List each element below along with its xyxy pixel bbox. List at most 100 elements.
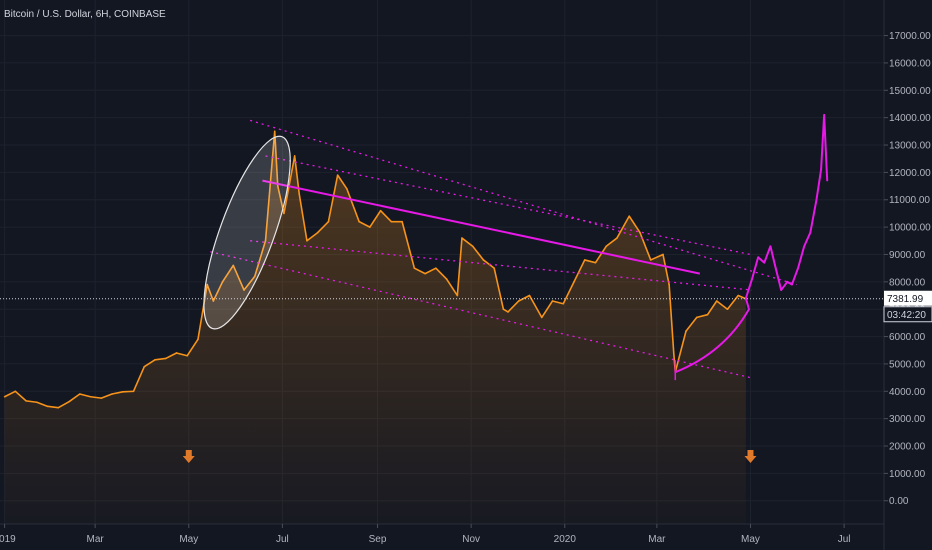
price-point [471, 245, 474, 248]
projection-point [763, 261, 766, 264]
y-tick-label: 17000.00 [889, 31, 931, 42]
projection-point [791, 283, 793, 286]
price-point [197, 338, 199, 341]
projection-point [803, 245, 805, 248]
y-tick-label: 6000.00 [889, 332, 926, 343]
x-tick-label: Sep [369, 534, 387, 545]
y-tick-label: 3000.00 [889, 414, 926, 425]
highlight-ellipse [203, 135, 291, 330]
price-point [424, 272, 426, 275]
channel-mid-line [265, 155, 751, 256]
x-tick-label: 2020 [554, 534, 577, 545]
wedge-shape [674, 297, 751, 374]
price-point [206, 283, 208, 286]
price-point [283, 212, 285, 215]
projection-point [820, 168, 822, 171]
price-point [293, 155, 296, 157]
price-point [649, 259, 652, 261]
price-point [100, 397, 103, 399]
price-point [25, 400, 27, 402]
price-point [695, 316, 698, 319]
price-point [456, 294, 459, 297]
price-point [413, 267, 416, 269]
last-price-label: 7381.99 [887, 294, 924, 305]
price-point [562, 302, 565, 305]
price-point [164, 357, 167, 360]
x-tick-label: Jul [276, 534, 289, 545]
y-tick-label: 2000.00 [889, 442, 926, 453]
price-area-fill [4, 131, 746, 524]
price-point [186, 354, 189, 357]
price-point [316, 231, 319, 234]
projection-point [823, 114, 825, 116]
price-point [221, 281, 224, 283]
time-axis[interactable]: 2019 Mar May Jul Sep Nov 2020 Mar May Jul [0, 524, 850, 545]
price-point [737, 294, 740, 297]
price-labels: 7381.99 03:42:20 [0, 290, 932, 323]
x-tick-label: Nov [462, 534, 480, 545]
countdown-badge [883, 306, 932, 323]
y-tick-label: 5000.00 [889, 359, 926, 370]
projection-point [769, 245, 772, 248]
price-point [79, 393, 81, 395]
price-point [435, 267, 437, 269]
price-point [306, 239, 308, 242]
channel-upper-line [249, 119, 797, 286]
price-point [154, 359, 156, 361]
y-tick-label: 13000.00 [889, 141, 931, 152]
price-point [68, 400, 70, 403]
y-tick-label: 9000.00 [889, 250, 926, 261]
price-axis-panel[interactable] [884, 0, 932, 550]
price-point [401, 220, 403, 223]
price-point [668, 283, 670, 286]
series-layer [3, 113, 829, 524]
price-point [517, 300, 520, 302]
price-point [662, 253, 664, 256]
price-point [461, 237, 463, 239]
price-point [685, 330, 687, 332]
price-point [243, 289, 245, 291]
price-point [276, 185, 279, 187]
down-arrow-icon [744, 449, 757, 463]
price-point [121, 391, 124, 393]
price-point [253, 275, 256, 278]
projection-point [780, 289, 782, 291]
price-point [57, 406, 60, 409]
price-point [346, 188, 348, 190]
price-point [551, 300, 554, 302]
price-point [445, 278, 448, 280]
price-point [482, 259, 485, 261]
y-tick-label: 15000.00 [889, 86, 931, 97]
price-point [336, 174, 339, 176]
price-point [232, 264, 235, 267]
projection-point [751, 278, 753, 280]
price-point [143, 365, 146, 368]
price-point [273, 130, 276, 133]
projection-point [757, 256, 759, 259]
price-point [89, 395, 92, 398]
y-tick-label: 10000.00 [889, 223, 931, 234]
countdown-label: 03:42:20 [887, 310, 926, 321]
price-point [715, 300, 718, 302]
y-tick-label: 16000.00 [889, 58, 931, 69]
x-tick-label: Jul [838, 534, 851, 545]
price-point [706, 313, 709, 316]
projection-point [774, 264, 776, 267]
price-point [528, 294, 531, 297]
projection-point [826, 179, 829, 182]
price-point [379, 209, 382, 212]
projection-point [786, 281, 789, 283]
projection-point [809, 231, 812, 234]
price-point [616, 237, 618, 239]
projection-line [744, 113, 829, 299]
price-point [46, 405, 49, 408]
projection-point [815, 198, 818, 201]
btc-price-line [4, 130, 747, 409]
price-point [639, 231, 641, 234]
price-point [3, 395, 6, 398]
price-point [14, 390, 17, 393]
y-tick-label: 1000.00 [889, 469, 926, 480]
price-point [573, 281, 575, 283]
